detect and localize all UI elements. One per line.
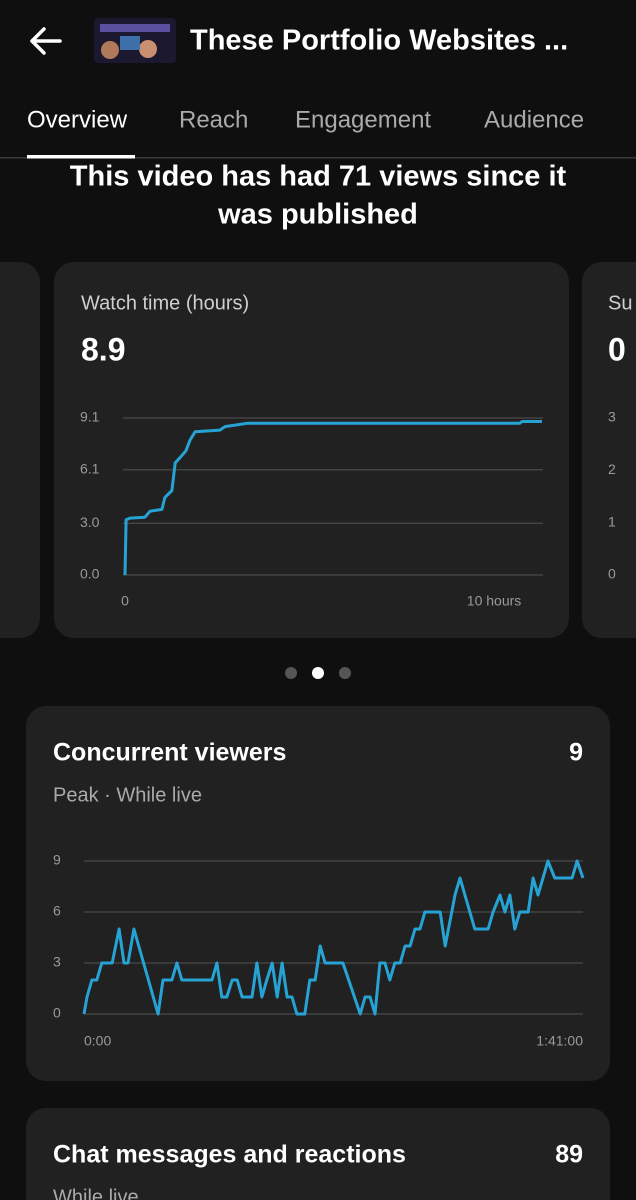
card-subtitle: Peak · While live (53, 784, 202, 806)
y-tick-label: 0.0 (80, 566, 100, 582)
data-line (123, 420, 542, 576)
tab[interactable]: Reach (179, 106, 248, 133)
card-title: Concurrent viewers (53, 739, 286, 767)
y-tick-label: 6.1 (80, 460, 100, 476)
tab[interactable]: Overview (27, 106, 128, 133)
x-tick-label: 0 (121, 593, 129, 609)
tab[interactable]: Engagement (295, 106, 431, 133)
thumbnail-screen (120, 36, 140, 50)
y-tick-label: 3 (53, 954, 61, 970)
card-value: 89 (555, 1141, 583, 1169)
y-tick-label: 2 (608, 461, 616, 477)
y-tick-label: 9.1 (80, 409, 100, 425)
card-previous[interactable] (0, 262, 40, 638)
tab-divider (0, 157, 636, 159)
back-arrow (30, 27, 62, 55)
y-tick-label: 0 (53, 1005, 61, 1021)
card[interactable] (54, 262, 569, 638)
thumbnail (94, 18, 176, 63)
card-value: 8.9 (81, 331, 125, 367)
y-tick-label: 9 (53, 852, 61, 868)
thumbnail-face (101, 41, 119, 59)
headline: This video has had 71 views since it (70, 161, 567, 193)
card-title: Su (608, 292, 632, 314)
video-title: These Portfolio Websites ... (190, 25, 568, 57)
data-line (82, 859, 585, 1016)
page-dot[interactable] (285, 667, 297, 679)
back-button[interactable] (30, 27, 62, 55)
y-tick-label: 6 (53, 903, 61, 919)
card[interactable] (26, 706, 610, 1081)
card-next[interactable] (582, 262, 636, 638)
y-tick-label: 3.0 (80, 514, 100, 530)
thumbnail-face (139, 40, 157, 58)
card-value: 0 (608, 331, 626, 367)
card-value: 9 (569, 739, 583, 767)
card-subtitle: While live (53, 1186, 139, 1200)
page-dot[interactable] (312, 667, 324, 679)
x-tick-label: 0:00 (84, 1033, 111, 1049)
y-tick-label: 3 (608, 409, 616, 425)
y-tick-label: 1 (608, 513, 616, 529)
card[interactable] (26, 1108, 610, 1200)
tab[interactable]: Audience (484, 106, 584, 133)
tab-indicator (27, 155, 135, 159)
card-title: Chat messages and reactions (53, 1141, 406, 1169)
x-tick-label: 10 hours (467, 593, 521, 609)
headline: was published (217, 199, 418, 231)
card-title: Watch time (hours) (81, 292, 249, 314)
thumbnail-banner (100, 24, 170, 32)
y-tick-label: 0 (608, 566, 616, 582)
x-tick-label: 1:41:00 (536, 1033, 583, 1049)
page-dot[interactable] (339, 667, 351, 679)
